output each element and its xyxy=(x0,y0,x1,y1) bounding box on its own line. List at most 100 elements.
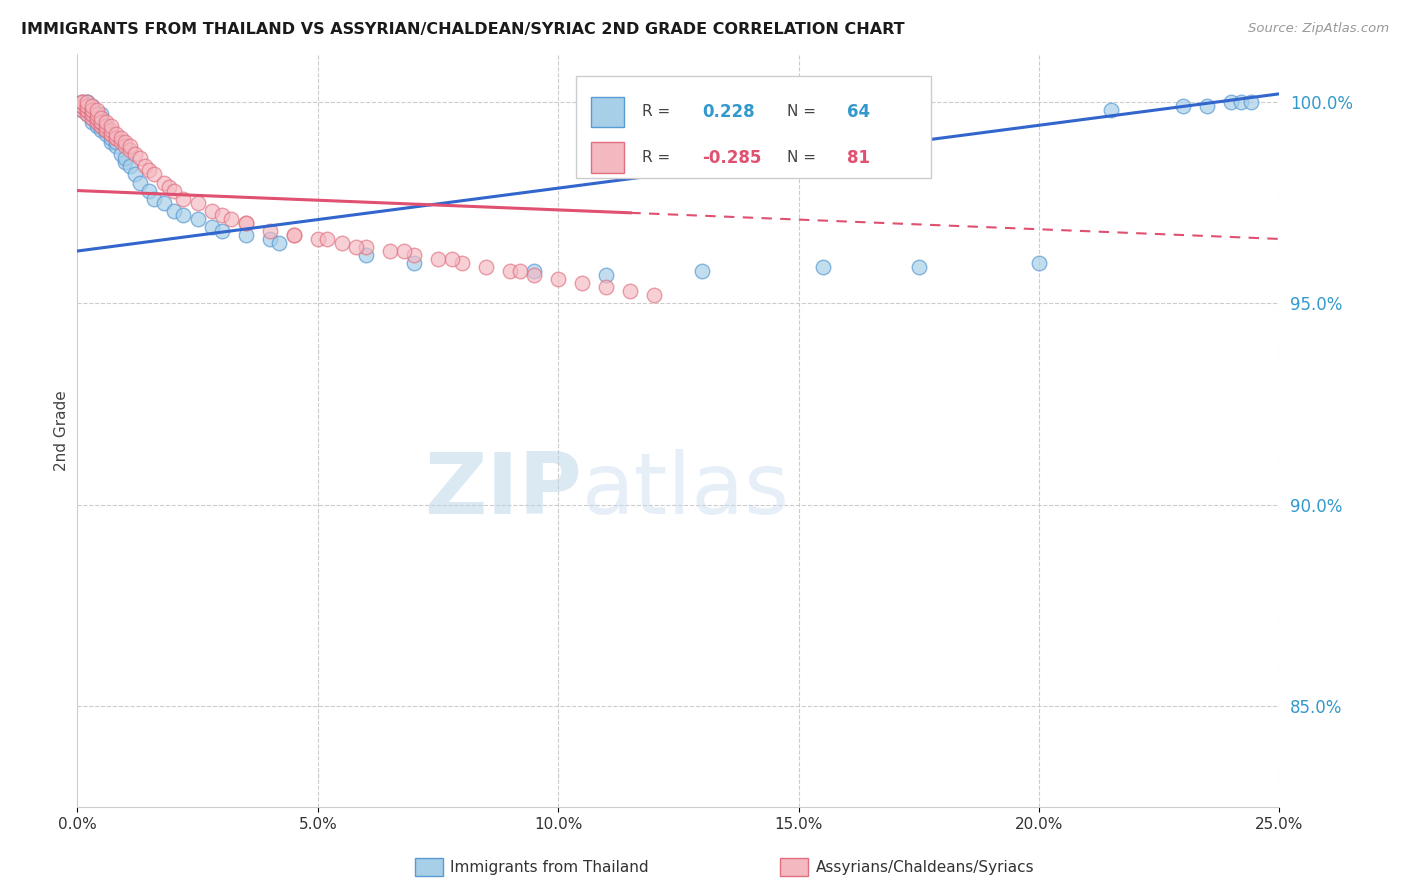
Point xyxy=(643,288,665,302)
Point xyxy=(90,119,112,133)
Point xyxy=(96,123,118,137)
Bar xyxy=(591,96,624,127)
Point xyxy=(283,227,305,242)
Point xyxy=(120,139,142,153)
Point xyxy=(76,95,98,109)
Point xyxy=(211,224,233,238)
Point xyxy=(124,168,146,182)
Point xyxy=(86,111,108,125)
Point xyxy=(104,139,127,153)
Point xyxy=(90,107,112,121)
Point xyxy=(811,260,834,274)
Point xyxy=(114,151,136,165)
Point xyxy=(70,99,93,113)
Point xyxy=(86,107,108,121)
Point xyxy=(70,99,93,113)
Point xyxy=(114,155,136,169)
Point xyxy=(86,119,108,133)
Point xyxy=(100,131,122,145)
Point xyxy=(269,235,291,250)
Point xyxy=(211,208,233,222)
Point xyxy=(80,107,103,121)
Point xyxy=(1230,95,1253,109)
Point xyxy=(96,119,118,133)
Point xyxy=(70,95,93,109)
Text: 81: 81 xyxy=(846,149,870,167)
Text: Assyrians/Chaldeans/Syriacs: Assyrians/Chaldeans/Syriacs xyxy=(815,860,1033,874)
Point xyxy=(80,107,103,121)
Point xyxy=(219,211,242,226)
Point xyxy=(523,268,546,283)
Point xyxy=(76,103,98,117)
Point xyxy=(90,115,112,129)
Point xyxy=(76,95,98,109)
Point xyxy=(80,99,103,113)
Point xyxy=(80,107,103,121)
Point xyxy=(70,99,93,113)
FancyBboxPatch shape xyxy=(576,76,931,178)
Point xyxy=(90,119,112,133)
Text: N =: N = xyxy=(786,104,815,120)
Point xyxy=(235,216,257,230)
Point xyxy=(330,235,353,250)
Point xyxy=(76,95,98,109)
Point xyxy=(80,115,103,129)
Point xyxy=(908,260,931,274)
Point xyxy=(80,99,103,113)
Point xyxy=(114,139,136,153)
Point xyxy=(90,115,112,129)
Point xyxy=(451,256,474,270)
Point xyxy=(76,99,98,113)
Point xyxy=(441,252,464,266)
Point xyxy=(100,127,122,141)
Text: R =: R = xyxy=(643,104,671,120)
Point xyxy=(692,264,714,278)
Point xyxy=(96,123,118,137)
Point xyxy=(402,248,425,262)
Point xyxy=(162,203,184,218)
Point xyxy=(427,252,450,266)
Point xyxy=(90,111,112,125)
Point xyxy=(162,184,184,198)
Y-axis label: 2nd Grade: 2nd Grade xyxy=(53,390,69,471)
Point xyxy=(104,127,127,141)
Point xyxy=(76,107,98,121)
Point xyxy=(100,123,122,137)
Point xyxy=(86,103,108,117)
Point xyxy=(96,115,118,129)
Point xyxy=(354,248,377,262)
Point xyxy=(86,115,108,129)
Point xyxy=(499,264,522,278)
Point xyxy=(80,107,103,121)
Point xyxy=(86,111,108,125)
Point xyxy=(80,103,103,117)
Point xyxy=(235,216,257,230)
Point xyxy=(70,99,93,113)
Point xyxy=(70,95,93,109)
Point xyxy=(1220,95,1243,109)
Point xyxy=(80,103,103,117)
Point xyxy=(110,135,132,149)
Point xyxy=(201,203,224,218)
Point xyxy=(90,123,112,137)
Point xyxy=(402,256,425,270)
Point xyxy=(1099,103,1122,117)
Point xyxy=(96,123,118,137)
Point xyxy=(96,127,118,141)
Point xyxy=(80,111,103,125)
Text: IMMIGRANTS FROM THAILAND VS ASSYRIAN/CHALDEAN/SYRIAC 2ND GRADE CORRELATION CHART: IMMIGRANTS FROM THAILAND VS ASSYRIAN/CHA… xyxy=(21,22,904,37)
Text: Immigrants from Thailand: Immigrants from Thailand xyxy=(450,860,648,874)
Point xyxy=(153,195,176,210)
Point xyxy=(70,103,93,117)
Text: 0.228: 0.228 xyxy=(703,103,755,120)
Point xyxy=(307,232,329,246)
Point xyxy=(90,115,112,129)
Point xyxy=(523,264,546,278)
Point xyxy=(120,143,142,157)
Point xyxy=(201,219,224,234)
Point xyxy=(86,107,108,121)
Text: atlas: atlas xyxy=(582,450,790,533)
Point xyxy=(187,195,209,210)
Point xyxy=(128,151,150,165)
Point xyxy=(547,272,569,286)
